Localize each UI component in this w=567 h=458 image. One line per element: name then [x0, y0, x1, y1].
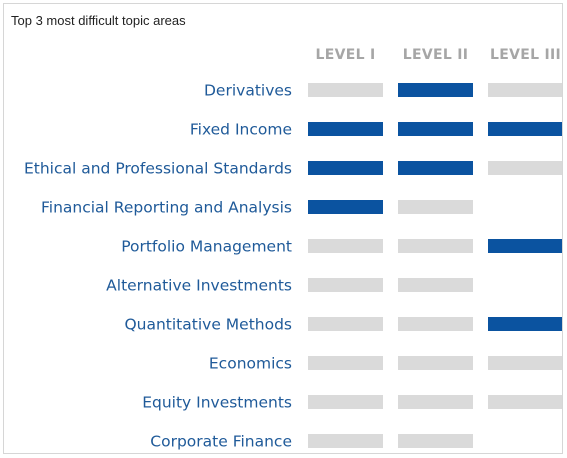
cell-economics-level-iii	[488, 356, 562, 370]
cell-financial-reporting-and-analysis-level-i	[308, 200, 383, 214]
cell-derivatives-level-ii	[398, 83, 473, 97]
cell-equity-investments-level-ii	[398, 395, 473, 409]
cell-portfolio-management-level-iii	[488, 239, 562, 253]
row-label-derivatives: Derivatives	[204, 82, 292, 100]
cell-economics-level-ii	[398, 356, 473, 370]
row-label-alternative-investments: Alternative Investments	[106, 277, 292, 295]
row-label-quantitative-methods: Quantitative Methods	[124, 316, 292, 334]
cell-fixed-income-level-iii	[488, 122, 562, 136]
cell-quantitative-methods-level-iii	[488, 317, 562, 331]
column-header-level-ii: LEVEL II	[403, 47, 469, 63]
cell-ethical-and-professional-standards-level-ii	[398, 161, 473, 175]
cell-financial-reporting-and-analysis-level-ii	[398, 200, 473, 214]
row-label-corporate-finance: Corporate Finance	[150, 433, 292, 451]
cell-economics-level-i	[308, 356, 383, 370]
row-label-portfolio-management: Portfolio Management	[121, 238, 292, 256]
cell-equity-investments-level-iii	[488, 395, 562, 409]
column-header-level-i: LEVEL I	[316, 47, 376, 63]
cell-derivatives-level-i	[308, 83, 383, 97]
cell-derivatives-level-iii	[488, 83, 562, 97]
chart-canvas: LEVEL I LEVEL II LEVEL III Derivatives Fixed…	[24, 47, 562, 451]
cell-quantitative-methods-level-i	[308, 317, 383, 331]
row-label-economics: Economics	[209, 355, 292, 373]
row-label-fixed-income: Fixed Income	[190, 121, 292, 139]
cell-quantitative-methods-level-ii	[398, 317, 473, 331]
cell-corporate-finance-level-ii	[398, 434, 473, 448]
cell-alternative-investments-level-ii	[398, 278, 473, 292]
cell-ethical-and-professional-standards-level-iii	[488, 161, 562, 175]
cell-alternative-investments-level-i	[308, 278, 383, 292]
row-label-equity-investments: Equity Investments	[142, 394, 292, 412]
chart-title: Top 3 most difficult topic areas	[11, 13, 186, 28]
cell-corporate-finance-level-i	[308, 434, 383, 448]
cell-portfolio-management-level-ii	[398, 239, 473, 253]
row-label-financial-reporting-and-analysis: Financial Reporting and Analysis	[41, 199, 292, 217]
cell-equity-investments-level-i	[308, 395, 383, 409]
cell-fixed-income-level-ii	[398, 122, 473, 136]
cell-fixed-income-level-i	[308, 122, 383, 136]
column-header-level-iii: LEVEL III	[490, 47, 561, 63]
row-label-ethical-and-professional-standards: Ethical and Professional Standards	[24, 160, 292, 178]
chart-frame: Top 3 most difficult topic areas LEVEL I…	[3, 3, 563, 454]
cell-portfolio-management-level-i	[308, 239, 383, 253]
cell-ethical-and-professional-standards-level-i	[308, 161, 383, 175]
